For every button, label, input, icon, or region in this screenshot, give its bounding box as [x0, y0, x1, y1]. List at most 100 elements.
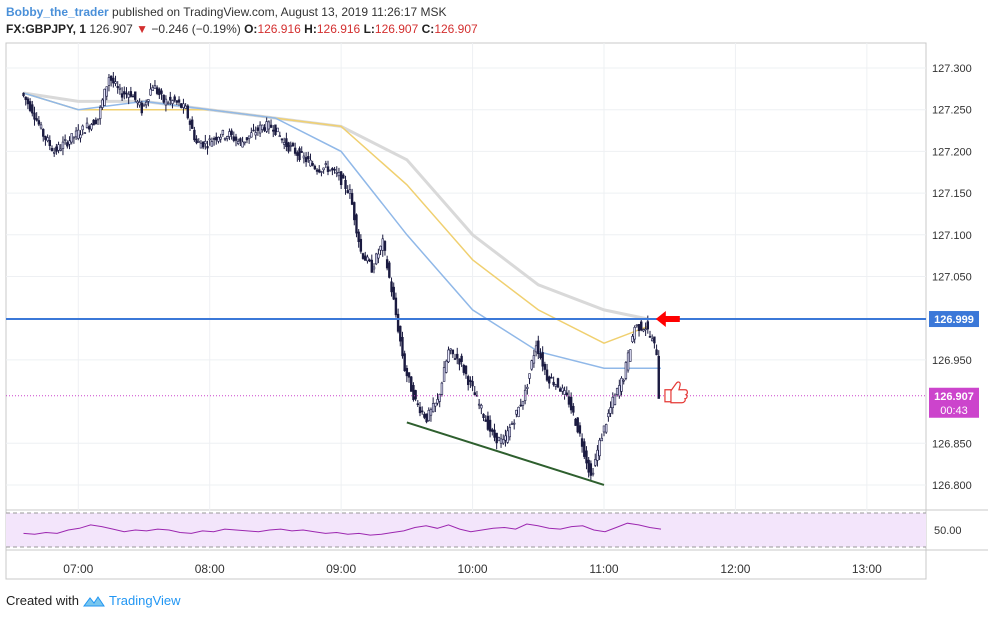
candle-body	[591, 472, 595, 475]
candle-body	[90, 124, 93, 130]
candle-body	[212, 138, 216, 140]
candle-body	[370, 259, 374, 273]
candle-body	[480, 404, 483, 409]
candle-body	[339, 171, 343, 186]
candle-body	[287, 142, 290, 152]
candle-body	[46, 137, 49, 141]
candle-body	[101, 99, 104, 108]
candle-body	[545, 369, 549, 381]
candle-body	[307, 156, 310, 160]
candle-body	[399, 325, 402, 342]
low-label: L:	[363, 22, 375, 36]
candle-body	[256, 127, 260, 131]
candle-body	[416, 403, 420, 405]
candle-body	[190, 119, 194, 129]
candle-body	[120, 93, 124, 98]
candle-body	[171, 100, 174, 104]
candle-body	[543, 363, 547, 370]
candle-body	[342, 174, 345, 179]
candle-body	[63, 139, 67, 141]
candle-body	[344, 179, 347, 189]
candle-body	[510, 423, 514, 425]
candle-body	[304, 157, 308, 163]
candle-body	[182, 103, 185, 108]
candle-body	[136, 101, 139, 104]
candle-body	[469, 379, 472, 383]
candle-body	[280, 138, 284, 141]
candle-body	[223, 137, 227, 140]
tradingview-logo-icon	[82, 595, 105, 606]
support-trendline	[406, 421, 605, 486]
candle-body	[92, 119, 95, 126]
candle-body	[548, 376, 551, 384]
candle-body	[449, 348, 452, 351]
candle-body	[243, 141, 246, 144]
candle-body	[379, 245, 382, 251]
candle-body	[624, 362, 628, 379]
candle-body	[561, 387, 564, 392]
candle-body	[142, 103, 146, 107]
candle-body	[114, 81, 117, 84]
candle-body	[456, 353, 459, 359]
candle-body	[109, 75, 113, 81]
candle-body	[335, 171, 338, 174]
candle-body	[309, 159, 312, 167]
time-tick-label: 08:00	[195, 562, 225, 576]
candle-body	[357, 231, 360, 243]
price-tick-label: 126.950	[932, 355, 972, 367]
candle-body	[420, 410, 424, 413]
candle-body	[320, 171, 323, 173]
candle-body	[85, 122, 89, 128]
candle-body	[464, 365, 468, 375]
candle-body	[263, 127, 266, 131]
open-value: 126.916	[257, 22, 301, 36]
candle-body	[226, 136, 229, 139]
candle-body	[311, 163, 314, 166]
candle-body	[274, 124, 277, 135]
candle-body	[285, 138, 288, 148]
candle-body	[188, 120, 192, 125]
candle-body	[144, 101, 148, 106]
resistance-price-label: 126.999	[934, 314, 974, 326]
candle-body	[105, 86, 108, 97]
author-name[interactable]: Bobby_the_trader	[6, 5, 109, 19]
candle-body	[326, 166, 330, 172]
candle-body	[495, 432, 498, 444]
candle-body	[236, 141, 240, 144]
candle-body	[219, 136, 222, 140]
candle-body	[164, 98, 168, 106]
candle-body	[300, 151, 303, 153]
candle-body	[609, 407, 612, 414]
candle-body	[607, 413, 610, 418]
candle-body	[328, 169, 332, 172]
candle-body	[230, 130, 233, 135]
candle-body	[193, 129, 196, 141]
candle-body	[276, 127, 279, 133]
candle-body	[440, 382, 444, 395]
candle-body	[381, 238, 384, 251]
candle-body	[458, 358, 461, 365]
candle-body	[261, 124, 264, 130]
candle-body	[348, 189, 352, 194]
time-tick-label: 11:00	[589, 562, 618, 576]
current-price-tag	[929, 387, 979, 418]
candle-body	[648, 335, 652, 338]
candle-body	[197, 141, 200, 143]
candle-body	[333, 168, 336, 171]
resistance-price-tag	[929, 311, 979, 328]
countdown-label: 00:43	[940, 405, 968, 417]
close-value: 126.907	[434, 22, 478, 36]
tradingview-brand[interactable]: TradingView	[108, 593, 181, 608]
candle-body	[50, 148, 54, 152]
time-tick-label: 12:00	[720, 562, 750, 576]
candle-body	[528, 373, 531, 379]
candle-body	[637, 324, 641, 332]
candle-body	[372, 266, 376, 270]
candle-body	[37, 120, 41, 125]
price-tick-label: 126.850	[932, 438, 972, 450]
candle-body	[31, 104, 34, 114]
candle-body	[633, 327, 636, 340]
candle-body	[635, 324, 639, 327]
candle-body	[206, 146, 209, 149]
